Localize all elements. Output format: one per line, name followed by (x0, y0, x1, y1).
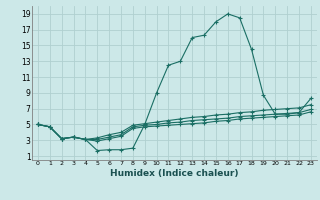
X-axis label: Humidex (Indice chaleur): Humidex (Indice chaleur) (110, 169, 239, 178)
